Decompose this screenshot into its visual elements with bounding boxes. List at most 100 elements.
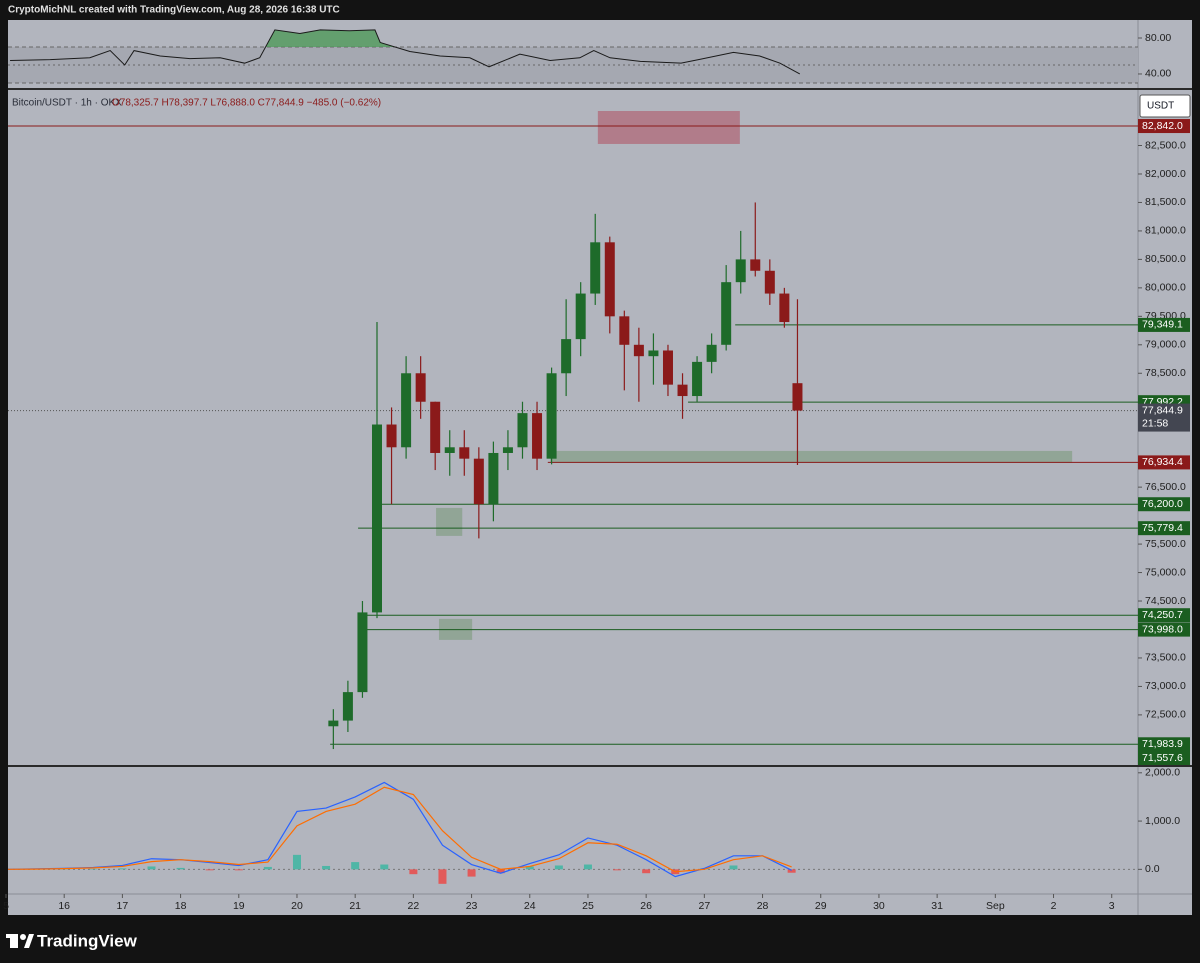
y-tick-label: 1,000.0 [1145, 815, 1180, 827]
level-label-bg [1138, 751, 1190, 765]
candle-body [662, 350, 673, 385]
histogram-bar [409, 869, 418, 875]
level-label: 82,842.0 [1142, 120, 1183, 132]
histogram-bar [147, 866, 156, 870]
level-label: 79,349.1 [1142, 319, 1183, 331]
x-tick-label: 30 [873, 900, 885, 912]
y-tick-label: 79,000.0 [1145, 339, 1186, 351]
currency[interactable]: USDT [1147, 101, 1174, 112]
histogram-bar [438, 869, 447, 884]
candle-body [575, 293, 586, 340]
x-tick-label: 17 [117, 900, 129, 912]
chart-area [8, 20, 1192, 915]
candle-body [473, 458, 484, 505]
level-label-bg [1138, 622, 1190, 637]
x-tick-label: 2 [1051, 900, 1057, 912]
candle-body [386, 424, 397, 448]
candle-body [677, 384, 688, 397]
currency-button[interactable] [1139, 94, 1191, 118]
histogram-bar [554, 865, 563, 870]
histogram-bar [292, 854, 301, 870]
zone [436, 507, 463, 536]
level-label-bg [1138, 119, 1190, 134]
macd-pane [8, 781, 1138, 884]
candle-body [401, 373, 412, 448]
level-label-bg [1138, 317, 1190, 332]
x-tick-label: 24 [524, 900, 536, 912]
candle-body [633, 344, 644, 357]
histogram-bar [496, 869, 505, 874]
y-tick-label: 80.00 [1145, 32, 1171, 44]
histogram-bar [467, 869, 476, 877]
candle-body [792, 383, 803, 411]
candle-body [619, 316, 630, 345]
candle-body [415, 373, 426, 402]
candle-body [342, 692, 353, 721]
credit: CryptoMichNL created with TradingView.co… [8, 5, 340, 16]
x-tick-label: 16 [58, 900, 70, 912]
y-tick-label: 80,000.0 [1145, 282, 1186, 294]
y-tick-label: 73,500.0 [1145, 652, 1186, 664]
candle-body [750, 259, 761, 271]
countdown: 21:58 [1142, 417, 1168, 429]
x-tick-label: 19 [233, 900, 245, 912]
candle-body [546, 373, 557, 459]
y-tick-label: 40.00 [1145, 68, 1171, 80]
x-tick-label: 28 [757, 900, 769, 912]
y-tick-label: 72,500.0 [1145, 709, 1186, 721]
candle-body [721, 282, 732, 345]
current-label-bg [1138, 403, 1190, 432]
candle-body [590, 242, 601, 294]
level-label-bg [1138, 521, 1190, 536]
histogram-bar [176, 867, 185, 870]
candle-body [328, 720, 339, 727]
level-label: 71,557.6 [1142, 752, 1183, 764]
histogram-bar [642, 869, 651, 874]
histogram-bar [583, 864, 592, 870]
histogram-bar [613, 869, 622, 871]
y-tick-label: 80,500.0 [1145, 253, 1186, 265]
current-price-label: 77,844.9 [1142, 404, 1183, 416]
histogram-bar [118, 868, 127, 870]
candle-body [430, 401, 441, 453]
x-tick-label: 26 [640, 900, 652, 912]
y-tick-label: 81,500.0 [1145, 196, 1186, 208]
macd-line [8, 786, 792, 873]
candle-body [488, 452, 499, 505]
x-tick-label: 25 [582, 900, 594, 912]
candle-body [517, 413, 528, 448]
y-tick-label: 82,500.0 [1145, 139, 1186, 151]
y-tick-label: 2,000.0 [1145, 767, 1180, 779]
y-tick-label: 75,000.0 [1145, 566, 1186, 578]
x-tick-label: Sep [986, 900, 1005, 912]
x-tick-label: 27 [699, 900, 711, 912]
y-tick-label: 82,000.0 [1145, 168, 1186, 180]
y-tick-label: 0.0 [1145, 863, 1160, 875]
candle-body [779, 293, 790, 323]
candle-body [357, 612, 368, 693]
candle-body [735, 259, 746, 283]
x-tick-label: 5 [3, 900, 9, 912]
y-tick-label: 75,500.0 [1145, 538, 1186, 550]
y-tick-label: 81,000.0 [1145, 225, 1186, 237]
y-tick-label: 73,000.0 [1145, 680, 1186, 692]
x-tick-label: 23 [466, 900, 478, 912]
ohlc-values: O78,325.7 H78,397.7 L76,888.0 C77,844.9 … [112, 98, 381, 109]
level-label: 75,779.4 [1142, 522, 1183, 534]
x-tick-label: 31 [931, 900, 943, 912]
level-label-bg [1138, 455, 1190, 470]
y-tick-label: 76,500.0 [1145, 481, 1186, 493]
y-tick-label: 74,500.0 [1145, 595, 1186, 607]
candle-body [561, 339, 572, 374]
candle-body [502, 447, 513, 453]
level-label: 74,250.7 [1142, 609, 1183, 621]
x-tick-label: 18 [175, 900, 187, 912]
histogram-bar [322, 865, 331, 870]
histogram-bar [729, 865, 738, 870]
level-label-bg [1138, 737, 1190, 752]
candle-body [764, 270, 775, 294]
level-label-bg [1138, 497, 1190, 512]
candle-body [371, 424, 382, 613]
zone [550, 450, 1073, 463]
